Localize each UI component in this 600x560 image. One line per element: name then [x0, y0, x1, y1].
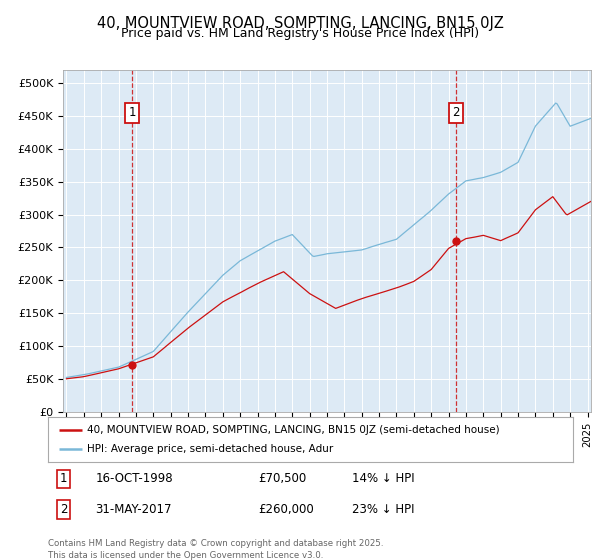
Text: 40, MOUNTVIEW ROAD, SOMPTING, LANCING, BN15 0JZ (semi-detached house): 40, MOUNTVIEW ROAD, SOMPTING, LANCING, B… [88, 424, 500, 435]
Text: 16-OCT-1998: 16-OCT-1998 [95, 473, 173, 486]
Text: 31-MAY-2017: 31-MAY-2017 [95, 503, 172, 516]
Text: 1: 1 [60, 473, 67, 486]
Text: £70,500: £70,500 [258, 473, 306, 486]
Text: 23% ↓ HPI: 23% ↓ HPI [353, 503, 415, 516]
Text: Price paid vs. HM Land Registry's House Price Index (HPI): Price paid vs. HM Land Registry's House … [121, 27, 479, 40]
Text: 2: 2 [60, 503, 67, 516]
Text: 40, MOUNTVIEW ROAD, SOMPTING, LANCING, BN15 0JZ: 40, MOUNTVIEW ROAD, SOMPTING, LANCING, B… [97, 16, 503, 31]
Text: £260,000: £260,000 [258, 503, 314, 516]
Text: HPI: Average price, semi-detached house, Adur: HPI: Average price, semi-detached house,… [88, 445, 334, 455]
Text: Contains HM Land Registry data © Crown copyright and database right 2025.
This d: Contains HM Land Registry data © Crown c… [48, 539, 383, 560]
Text: 1: 1 [128, 106, 136, 119]
Text: 2: 2 [452, 106, 460, 119]
Text: 14% ↓ HPI: 14% ↓ HPI [353, 473, 415, 486]
